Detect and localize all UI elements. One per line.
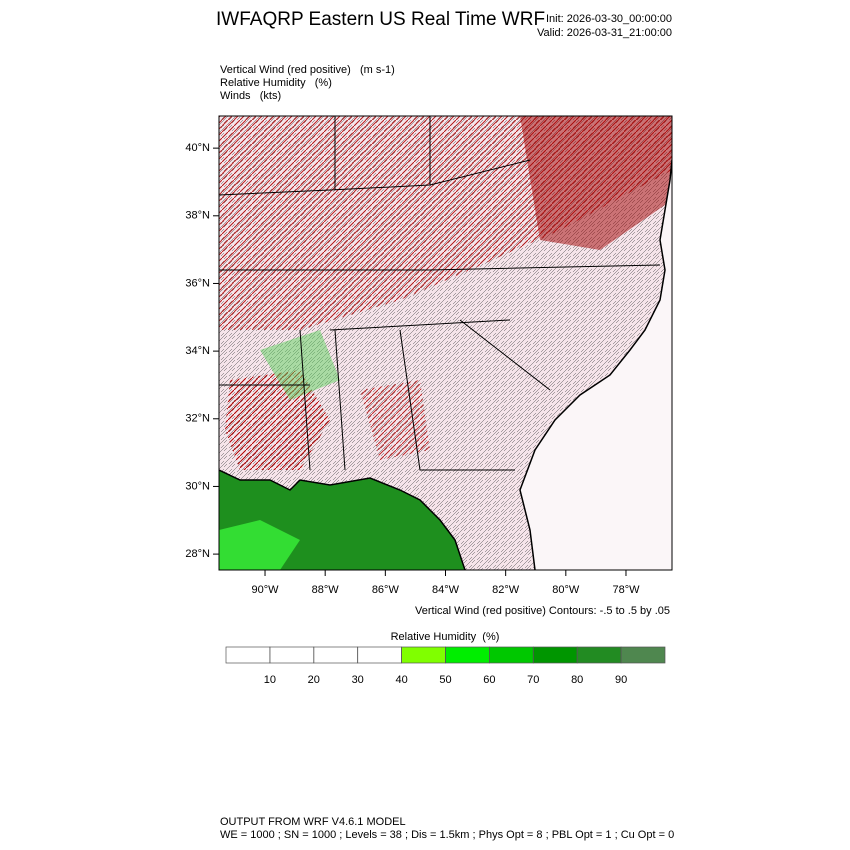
lat-tick-label: 38°N (185, 210, 210, 222)
colorbar-label: 20 (308, 674, 320, 686)
lat-tick-label: 34°N (185, 345, 210, 357)
colorbar-label: 80 (571, 674, 583, 686)
colorbar-label: 60 (483, 674, 495, 686)
colorbar-box (489, 646, 534, 664)
colorbar-label: 90 (615, 674, 627, 686)
lon-tick-label: 88°W (312, 584, 340, 596)
init-time: Init: 2026-03-30_00:00:00 (546, 13, 672, 25)
lat-tick-label: 40°N (185, 142, 210, 154)
title: IWFAQRP Eastern US Real Time WRF (216, 9, 545, 30)
lat-tick-label: 36°N (185, 277, 210, 289)
map-field (219, 116, 672, 570)
colorbar-box (225, 646, 271, 664)
lon-tick-label: 80°W (552, 584, 580, 596)
lat-tick-label: 32°N (185, 413, 210, 425)
colorbar-box (357, 646, 402, 664)
lat-tick-label: 28°N (185, 548, 210, 560)
colorbar-box (445, 646, 490, 664)
lon-tick-label: 84°W (432, 584, 460, 596)
lon-tick-label: 90°W (252, 584, 280, 596)
colorbar-label: 50 (439, 674, 451, 686)
lon-tick-label: 82°W (492, 584, 520, 596)
colorbar-label: 10 (264, 674, 276, 686)
field-label: Vertical Wind (red positive) (m s-1) (220, 64, 395, 76)
colorbar-title: Relative Humidity (%) (391, 631, 500, 643)
colorbar-label: 70 (527, 674, 539, 686)
colorbar-box (401, 646, 446, 664)
lon-tick-label: 86°W (372, 584, 400, 596)
footer-line: OUTPUT FROM WRF V4.6.1 MODEL (220, 816, 406, 828)
lat-tick-label: 30°N (185, 480, 210, 492)
colorbar-label: 30 (352, 674, 364, 686)
field-label: Winds (kts) (220, 90, 281, 102)
colorbar-box (576, 646, 622, 664)
lon-tick-label: 78°W (612, 584, 640, 596)
contour-note: Vertical Wind (red positive) Contours: -… (415, 605, 670, 617)
colorbar-box (313, 646, 359, 664)
colorbar-box (620, 646, 666, 664)
colorbar-box (269, 646, 315, 664)
footer-line: WE = 1000 ; SN = 1000 ; Levels = 38 ; Di… (220, 829, 674, 841)
field-label: Relative Humidity (%) (220, 77, 332, 89)
valid-time: Valid: 2026-03-31_21:00:00 (537, 27, 672, 39)
colorbar-label: 40 (395, 674, 407, 686)
colorbar-box (532, 646, 578, 664)
